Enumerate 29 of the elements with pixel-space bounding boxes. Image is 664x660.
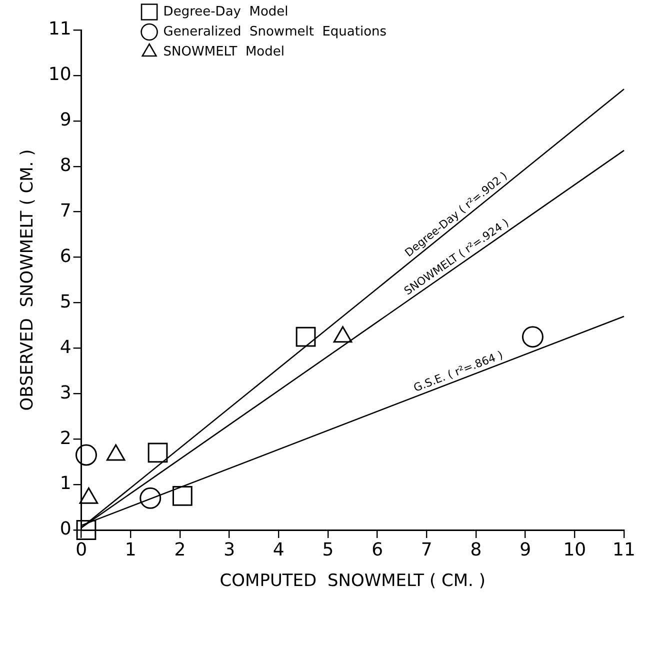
legend-label: SNOWMELT Model	[163, 44, 284, 60]
x-axis-title: COMPUTED SNOWMELT ( CM. )	[220, 571, 486, 592]
x-tick-label: 6	[372, 539, 384, 560]
x-tick-label: 11	[612, 539, 636, 560]
x-tick-label: 8	[470, 539, 482, 560]
x-tick-label: 4	[272, 539, 284, 560]
x-tick-label: 3	[224, 539, 236, 560]
y-tick-label: 11	[48, 18, 72, 40]
y-tick-label: 9	[60, 110, 72, 131]
y-tick-label: 7	[60, 200, 72, 222]
y-tick-label: 2	[60, 428, 72, 449]
y-tick-label: 5	[60, 291, 72, 312]
x-tick-label: 2	[174, 539, 186, 560]
y-tick-label: 3	[60, 382, 72, 404]
y-tick-label: 8	[60, 155, 72, 176]
x-tick-label: 0	[76, 539, 88, 560]
y-tick-label: 6	[60, 246, 72, 267]
y-axis-title: OBSERVED SNOWMELT ( CM. )	[18, 149, 38, 411]
x-tick-label: 5	[322, 539, 334, 560]
y-tick-label: 0	[60, 518, 72, 540]
y-tick-label: 1	[60, 473, 72, 494]
legend-label: Degree-Day Model	[163, 4, 288, 20]
y-tick-label: 10	[48, 64, 72, 86]
x-tick-label: 10	[563, 539, 586, 560]
x-tick-label: 7	[420, 539, 432, 560]
legend-label: Generalized Snowmelt Equations	[163, 24, 387, 40]
y-tick-label: 4	[60, 336, 72, 358]
x-tick-label: 1	[124, 539, 136, 560]
x-tick-label: 9	[520, 539, 532, 560]
